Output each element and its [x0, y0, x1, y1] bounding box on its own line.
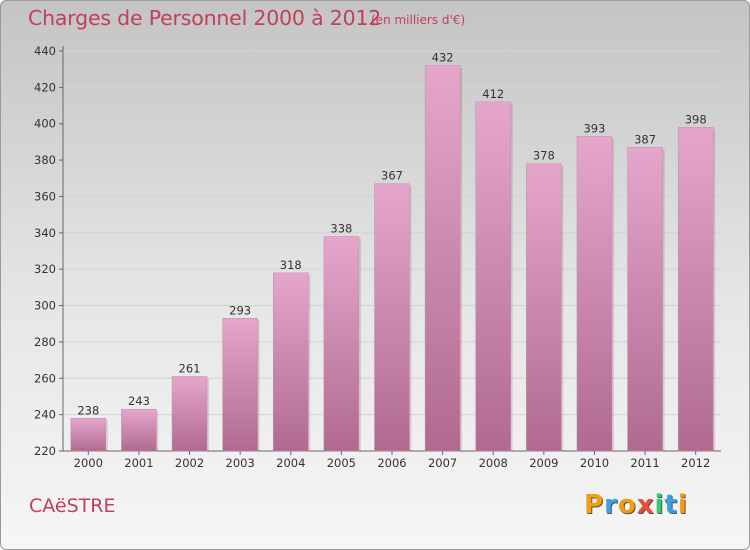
logo-letter: i: [677, 490, 688, 520]
bar: [576, 136, 613, 452]
x-tick-label: 2011: [630, 456, 659, 470]
bar: [121, 408, 157, 452]
y-tick-label: 220: [34, 444, 56, 458]
bar-value-label: 293: [229, 303, 251, 317]
bar-value-label: 412: [482, 87, 504, 101]
bar: [475, 101, 511, 452]
logo-letter: t: [664, 490, 678, 520]
bar: [171, 376, 208, 452]
bar-value-label: 378: [533, 149, 555, 163]
bar: [627, 147, 663, 452]
bar: [374, 183, 410, 452]
logo-letter: i: [654, 490, 665, 520]
x-tick-label: 2006: [377, 456, 406, 470]
proxiti-logo: Proxiti: [584, 490, 688, 520]
y-tick-label: 280: [34, 335, 56, 349]
bar-value-label: 387: [634, 132, 656, 146]
logo-letter: x: [636, 490, 655, 520]
value-labels: 238 243 261 293 318 338 367 432 412 378 393 387 398: [77, 51, 706, 418]
bar: [70, 418, 107, 452]
x-tick-label: 2005: [327, 456, 356, 470]
logo-letter: r: [604, 490, 618, 520]
bar-value-label: 398: [685, 112, 707, 126]
bar: [273, 272, 309, 452]
bar-value-label: 238: [77, 403, 99, 417]
bar-value-label: 243: [128, 394, 150, 408]
y-tick-label: 300: [34, 299, 56, 313]
y-tick-labels: 220 240 260 280 300 320 340 360 380 400 420 440: [34, 44, 56, 458]
x-tick-label: 2010: [580, 456, 609, 470]
chart-title: Charges de Personnel 2000 à 2012: [28, 6, 382, 30]
x-tick-label: 2008: [479, 456, 508, 470]
bar-value-label: 318: [280, 258, 302, 272]
x-tick-label: 2001: [124, 456, 153, 470]
logo-letter: o: [617, 490, 637, 520]
x-tick-label: 2002: [175, 456, 204, 470]
bar: [526, 163, 562, 452]
y-tick-label: 380: [34, 153, 56, 167]
y-tick-label: 420: [34, 80, 56, 94]
bar: [222, 318, 258, 452]
logo-letter: P: [584, 490, 605, 520]
x-tick-labels: 2000 2001 2002 2003 2004 2005 2006 2007 2008 2009…: [74, 456, 711, 470]
y-tick-label: 360: [34, 189, 56, 203]
x-tick-label: 2007: [428, 456, 457, 470]
y-tick-label: 240: [34, 408, 56, 422]
x-tick-label: 2009: [529, 456, 558, 470]
chart-subtitle: (en milliers d'€): [371, 13, 466, 27]
bar-value-label: 338: [330, 221, 352, 235]
bar: [323, 236, 360, 452]
x-tick-label: 2012: [681, 456, 710, 470]
y-tick-label: 320: [34, 262, 56, 276]
y-tick-label: 440: [34, 44, 56, 58]
bars: [70, 65, 716, 452]
x-tick-label: 2000: [74, 456, 103, 470]
bar: [424, 65, 461, 452]
commune-name: CAëSTRE: [29, 495, 116, 517]
bar-value-label: 367: [381, 169, 403, 183]
bar: [677, 127, 714, 452]
x-tick-label: 2004: [276, 456, 305, 470]
y-tick-label: 400: [34, 117, 56, 131]
x-tick-label: 2003: [226, 456, 255, 470]
y-tick-label: 340: [34, 226, 56, 240]
y-tick-label: 260: [34, 371, 56, 385]
bar-value-label: 432: [432, 51, 454, 65]
bar-value-label: 261: [179, 361, 201, 375]
bar-value-label: 393: [583, 121, 605, 135]
